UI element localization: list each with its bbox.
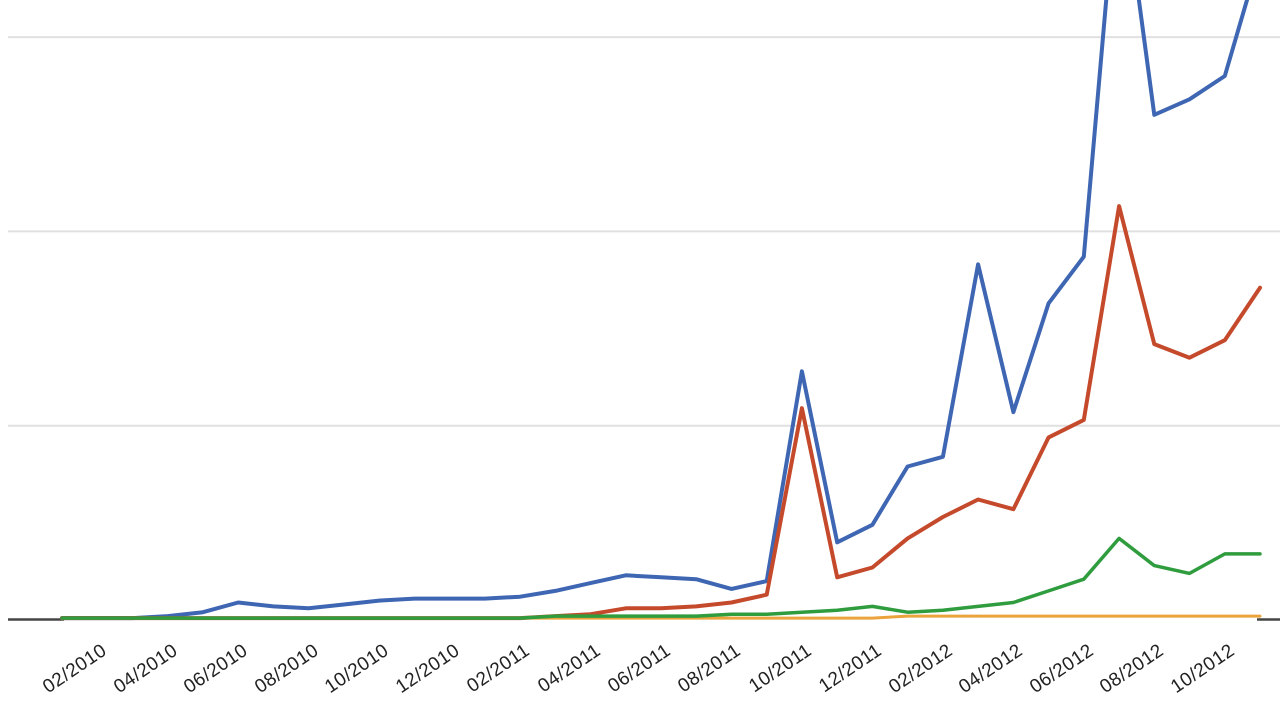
- x-axis-label-12-2010: 12/2010: [391, 640, 464, 698]
- series-line-series-1-blue[interactable]: [60, 0, 1260, 621]
- x-axis-label-06-2012: 06/2012: [1025, 640, 1098, 698]
- series-line-series-2-red[interactable]: [60, 204, 1262, 621]
- x-axis-label-08-2011: 08/2011: [674, 640, 746, 697]
- x-axis-label-08-2012: 08/2012: [1096, 640, 1169, 698]
- x-axis-label-10-2010: 10/2010: [321, 640, 393, 698]
- x-axis-label-04-2010: 04/2010: [109, 640, 182, 698]
- series-line-series-4-green[interactable]: [60, 536, 1262, 620]
- x-axis-label-10-2011: 10/2011: [745, 640, 816, 697]
- x-axis-label-04-2012: 04/2012: [955, 640, 1028, 698]
- x-axis-label-02-2010: 02/2010: [39, 640, 111, 698]
- x-axis-label-06-2010: 06/2010: [180, 640, 252, 698]
- x-axis-label-06-2011: 06/2011: [604, 640, 675, 697]
- x-axis-label-04-2011: 04/2011: [533, 640, 605, 697]
- x-axis-label-02-2012: 02/2012: [885, 640, 957, 698]
- x-axis-label-12-2011: 12/2011: [815, 640, 887, 697]
- x-axis-label-08-2010: 08/2010: [250, 640, 323, 698]
- x-axis-label-02-2011: 02/2011: [463, 640, 534, 697]
- plot-area: [8, 0, 1280, 621]
- x-axis-label-10-2012: 10/2012: [1166, 640, 1239, 698]
